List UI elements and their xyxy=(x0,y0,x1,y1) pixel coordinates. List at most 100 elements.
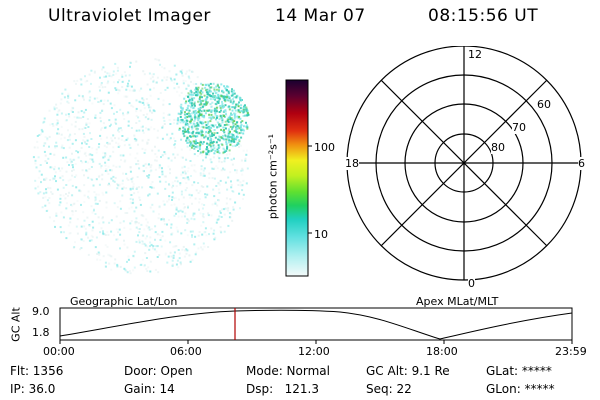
aurora-pixel xyxy=(100,128,102,131)
aurora-pixel xyxy=(216,132,219,134)
aurora-pixel xyxy=(99,76,101,79)
aurora-pixel xyxy=(65,184,68,186)
aurora-pixel xyxy=(223,157,226,160)
aurora-pixel xyxy=(203,109,206,112)
aurora-pixel xyxy=(210,161,213,164)
aurora-pixel xyxy=(161,230,164,233)
aurora-pixel xyxy=(198,198,201,200)
aurora-pixel xyxy=(42,196,45,199)
aurora-pixel xyxy=(216,126,219,129)
aurora-pixel xyxy=(176,90,179,93)
aurora-pixel xyxy=(197,192,200,194)
aurora-pixel xyxy=(133,210,136,213)
aurora-pixel xyxy=(110,107,113,110)
aurora-pixel xyxy=(209,135,212,138)
aurora-pixel xyxy=(237,109,240,112)
aurora-pixel xyxy=(62,216,65,219)
aurora-pixel xyxy=(164,239,167,242)
aurora-pixel xyxy=(241,184,244,187)
aurora-pixel xyxy=(103,99,106,102)
aurora-pixel xyxy=(39,164,42,166)
aurora-pixel xyxy=(185,121,188,124)
aurora-pixel xyxy=(244,114,247,117)
aurora-pixel xyxy=(68,115,71,118)
aurora-pixel xyxy=(123,118,126,120)
aurora-pixel xyxy=(196,122,199,125)
aurora-pixel xyxy=(124,95,127,98)
aurora-pixel xyxy=(137,116,140,119)
aurora-pixel xyxy=(163,175,166,178)
aurora-pixel xyxy=(186,141,189,144)
aurora-pixel xyxy=(104,164,107,167)
aurora-pixel xyxy=(68,135,71,138)
aurora-pixel xyxy=(242,111,245,114)
aurora-pixel xyxy=(82,139,85,142)
aurora-pixel xyxy=(138,129,141,132)
aurora-pixel xyxy=(221,89,224,92)
aurora-pixel xyxy=(163,219,166,222)
aurora-pixel xyxy=(182,177,185,179)
aurora-pixel xyxy=(114,87,117,90)
aurora-pixel xyxy=(78,94,81,97)
aurora-pixel xyxy=(193,134,196,137)
aurora-pixel xyxy=(202,169,205,172)
aurora-pixel xyxy=(135,220,137,223)
aurora-pixel xyxy=(228,108,231,111)
aurora-pixel xyxy=(110,268,113,271)
aurora-pixel xyxy=(230,186,233,189)
aurora-pixel xyxy=(195,132,198,135)
aurora-pixel xyxy=(101,178,104,181)
aurora-pixel xyxy=(126,246,129,249)
aurora-pixel xyxy=(106,99,109,102)
geographic-longitude: GLon: ***** xyxy=(486,382,555,396)
aurora-pixel xyxy=(187,178,190,181)
aurora-pixel xyxy=(105,265,107,268)
aurora-pixel xyxy=(67,96,70,99)
aurora-pixel xyxy=(187,127,190,130)
aurora-pixel xyxy=(191,104,194,107)
aurora-pixel xyxy=(189,230,192,233)
aurora-pixel xyxy=(106,245,109,248)
aurora-pixel xyxy=(214,113,217,116)
aurora-pixel xyxy=(163,223,166,226)
aurora-pixel xyxy=(131,187,134,190)
aurora-pixel xyxy=(222,167,224,170)
aurora-pixel xyxy=(99,231,102,234)
aurora-pixel xyxy=(194,115,197,118)
aurora-pixel xyxy=(122,220,125,223)
aurora-pixel xyxy=(108,254,111,257)
aurora-pixel xyxy=(77,111,80,114)
aurora-pixel xyxy=(137,163,140,165)
aurora-pixel xyxy=(75,82,77,85)
aurora-pixel xyxy=(101,173,104,176)
aurora-pixel xyxy=(182,196,185,199)
aurora-pixel xyxy=(205,97,208,100)
aurora-pixel xyxy=(183,97,186,100)
aurora-pixel xyxy=(70,203,72,206)
aurora-pixel xyxy=(198,231,201,233)
aurora-pixel xyxy=(128,84,131,87)
aurora-pixel xyxy=(232,100,235,103)
aurora-pixel xyxy=(111,139,114,142)
aurora-pixel xyxy=(160,237,162,240)
aurora-pixel xyxy=(230,94,233,97)
aurora-pixel xyxy=(220,161,223,164)
aurora-pixel xyxy=(240,124,243,126)
dsp-value: Dsp: 121.3 xyxy=(246,382,319,396)
aurora-pixel xyxy=(207,153,210,156)
aurora-pixel xyxy=(194,142,197,145)
aurora-pixel xyxy=(146,141,149,144)
aurora-pixel xyxy=(129,187,132,190)
aurora-pixel xyxy=(127,258,130,261)
aurora-pixel xyxy=(191,70,194,73)
aurora-pixel xyxy=(118,130,121,133)
aurora-pixel xyxy=(161,170,164,173)
aurora-pixel xyxy=(166,261,169,264)
aurora-pixel xyxy=(44,196,47,199)
aurora-pixel xyxy=(68,146,71,149)
aurora-pixel xyxy=(103,75,106,78)
aurora-pixel xyxy=(206,193,209,196)
aurora-pixel xyxy=(175,226,178,229)
mlt-label-top: 12 xyxy=(468,48,482,61)
aurora-pixel xyxy=(164,187,167,190)
